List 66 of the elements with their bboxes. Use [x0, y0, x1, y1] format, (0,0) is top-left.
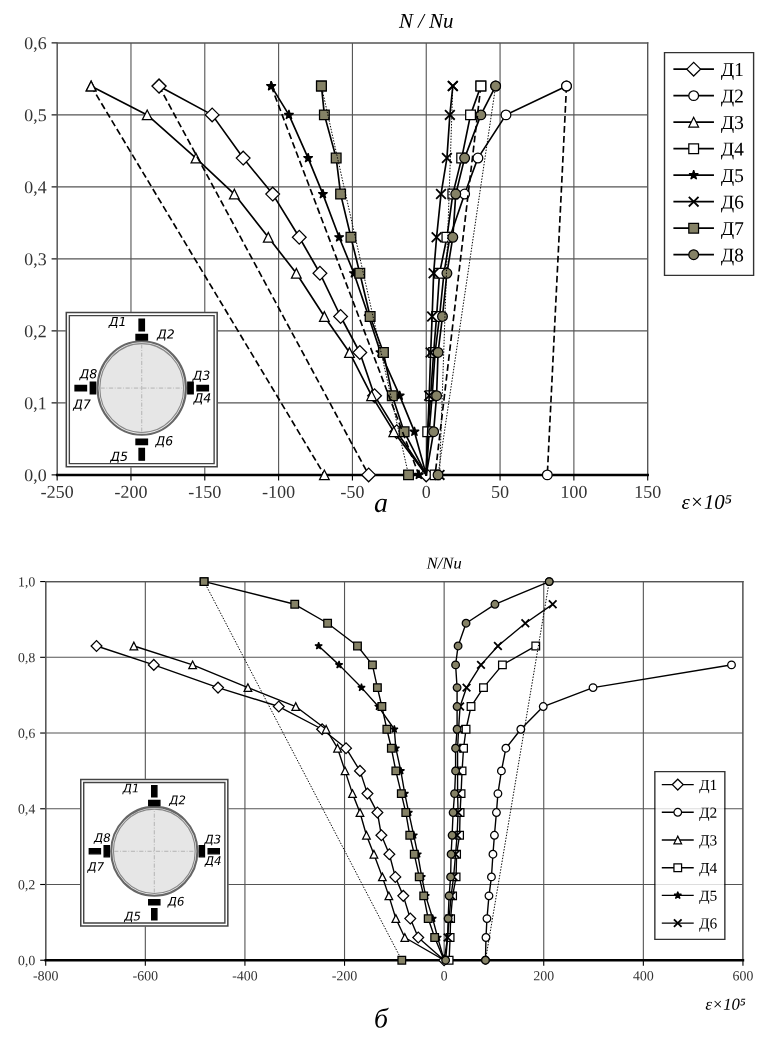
annotation: Д1: [108, 316, 125, 329]
y-tick-label: 0,5: [24, 109, 47, 124]
y-tick-label: 0,2: [18, 880, 35, 892]
x-axis-title: ε×10⁵: [705, 998, 746, 1010]
legend-label: Д3: [721, 116, 744, 134]
legend-label: Д3: [699, 835, 717, 849]
y-tick-label: 0,0: [24, 469, 47, 484]
legend-label: Д5: [699, 890, 717, 904]
annotation: Д7: [87, 862, 105, 873]
x-tick-label: -600: [133, 971, 158, 981]
annotation: Д6: [167, 896, 184, 908]
x-tick-label: 0: [422, 485, 431, 499]
annotation: Д3: [192, 370, 210, 382]
legend-label: Д5: [721, 169, 744, 187]
legend-label: Д2: [721, 89, 743, 107]
y-tick-label: 0,2: [24, 325, 46, 340]
text: б: [375, 1007, 389, 1028]
x-tick-label: 0: [441, 971, 448, 981]
annotation: Д5: [123, 911, 141, 923]
annotation: Д8: [93, 833, 111, 844]
y-tick-label: 0,0: [18, 955, 35, 968]
x-tick-label: 150: [635, 485, 661, 499]
legend-label: Д4: [699, 862, 717, 877]
legend-label: Д8: [721, 248, 744, 266]
x-tick-label: 200: [533, 971, 554, 981]
y-tick-label: 0,8: [18, 652, 35, 665]
legend-label: Д7: [721, 222, 744, 240]
x-tick-label: -150: [188, 485, 221, 499]
x-tick-label: -200: [332, 971, 357, 981]
y-tick-label: 0,4: [24, 181, 47, 196]
x-tick-label: -100: [262, 485, 295, 499]
annotation: Д4: [204, 856, 221, 867]
annotation: Д2: [168, 795, 186, 807]
annotation: Д1: [122, 783, 138, 795]
x-tick-label: 50: [492, 485, 509, 499]
y-axis-title: N/Nu: [426, 557, 462, 569]
x-tick-label: -800: [33, 971, 58, 981]
y-tick-label: 0,1: [24, 397, 46, 412]
x-tick-label: 400: [633, 971, 654, 981]
y-tick-label: 0,6: [18, 728, 35, 740]
x-tick-label: -400: [232, 971, 258, 981]
legend-label: Д1: [721, 63, 743, 81]
x-tick-label: 100: [561, 485, 587, 499]
annotation: Д4: [193, 393, 211, 405]
x-tick-label: -200: [115, 485, 147, 499]
legend-label: Д6: [721, 195, 744, 213]
x-tick-label: -50: [341, 485, 364, 499]
y-tick-label: 0,4: [18, 804, 36, 816]
legend-label: Д6: [699, 918, 717, 932]
x-axis-title: ε×10⁵: [682, 494, 732, 509]
y-axis-title: N / Nu: [398, 13, 453, 28]
annotation: Д8: [79, 369, 97, 381]
y-tick-label: 0,3: [24, 253, 47, 268]
x-tick-label: 600: [733, 971, 753, 981]
annotation: Д3: [204, 834, 221, 846]
x-tick-label: -250: [41, 485, 74, 499]
annotation: Д7: [72, 399, 91, 411]
legend-label: Д1: [699, 779, 717, 794]
text: а: [374, 498, 387, 513]
y-tick-label: 1,0: [19, 577, 35, 589]
annotation: Д2: [156, 329, 174, 341]
annotation: Д6: [154, 436, 173, 448]
y-tick-label: 0,6: [24, 37, 47, 52]
legend-label: Д2: [699, 807, 717, 821]
legend-label: Д4: [721, 142, 744, 160]
annotation: Д5: [109, 451, 128, 463]
